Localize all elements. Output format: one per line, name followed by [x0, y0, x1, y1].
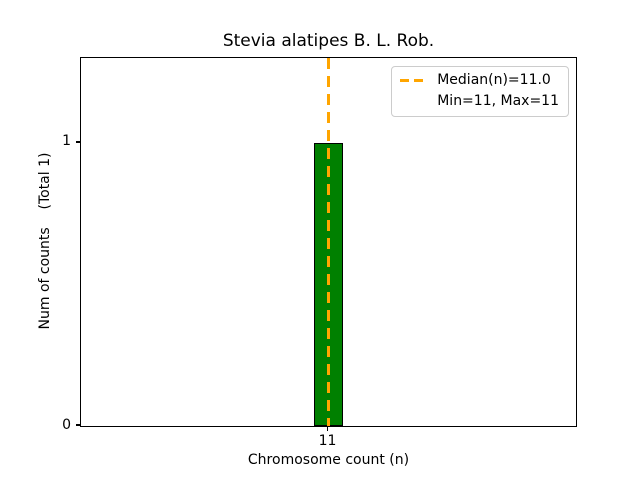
x-axis-label: Chromosome count (n)	[247, 452, 410, 468]
legend-label-minmax: Min=11, Max=11	[437, 93, 559, 109]
y-axis-label: Num of counts (Total 1)	[37, 152, 53, 330]
y-tick-label: 0	[62, 416, 71, 433]
y-tick-mark	[76, 424, 80, 426]
legend-spacer	[400, 100, 427, 103]
legend-label-median: Median(n)=11.0	[437, 72, 551, 88]
x-tick-mark	[326, 427, 329, 431]
median-dashed-line-icon	[400, 79, 428, 82]
y-tick-label: 1	[62, 133, 71, 150]
y-tick-mark	[76, 141, 80, 143]
median-line	[327, 58, 330, 426]
legend-entry-minmax: Min=11, Max=11	[400, 92, 559, 111]
x-tick-label: 11	[318, 433, 337, 449]
legend: Median(n)=11.0 Min=11, Max=11	[391, 66, 569, 117]
plot-area: Median(n)=11.0 Min=11, Max=11	[80, 57, 577, 427]
chart-title: Stevia alatipes B. L. Rob.	[222, 31, 435, 51]
legend-entry-median: Median(n)=11.0	[400, 71, 559, 90]
